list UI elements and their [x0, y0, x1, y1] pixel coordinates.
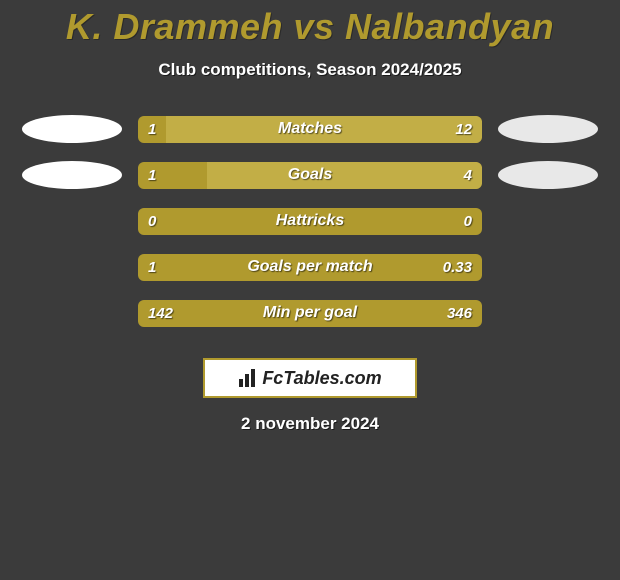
- bars-icon: [238, 369, 258, 387]
- right-oval-slot: [488, 115, 608, 143]
- stat-right-value: 0: [464, 208, 472, 235]
- stat-label: Goals: [138, 162, 482, 189]
- stat-label: Hattricks: [138, 208, 482, 235]
- brand-badge[interactable]: FcTables.com: [203, 358, 417, 398]
- subtitle: Club competitions, Season 2024/2025: [0, 60, 620, 80]
- stat-row: 0Hattricks0: [0, 198, 620, 244]
- stat-bar: 0Hattricks0: [138, 208, 482, 235]
- stat-row: 1Goals4: [0, 152, 620, 198]
- stat-bar: 1Goals4: [138, 162, 482, 189]
- stat-label: Min per goal: [138, 300, 482, 327]
- comparison-card: K. Drammeh vs Nalbandyan Club competitio…: [0, 0, 620, 580]
- right-oval-slot: [488, 161, 608, 189]
- date-label: 2 november 2024: [0, 414, 620, 434]
- stat-row: 1Goals per match0.33: [0, 244, 620, 290]
- stat-bar: 1Goals per match0.33: [138, 254, 482, 281]
- player2-oval-icon: [498, 161, 598, 189]
- stat-right-value: 12: [455, 116, 472, 143]
- stat-label: Goals per match: [138, 254, 482, 281]
- stat-bar: 142Min per goal346: [138, 300, 482, 327]
- stat-right-value: 0.33: [443, 254, 472, 281]
- player1-oval-icon: [22, 161, 122, 189]
- brand-label: FcTables.com: [262, 368, 381, 388]
- stats-table: 1Matches12 1Goals4 0Hattricks0 1Goals per m…: [0, 106, 620, 336]
- left-oval-slot: [12, 115, 132, 143]
- player1-oval-icon: [22, 115, 122, 143]
- stat-row: 1Matches12: [0, 106, 620, 152]
- stat-right-value: 4: [464, 162, 472, 189]
- left-oval-slot: [12, 161, 132, 189]
- page-title: K. Drammeh vs Nalbandyan: [0, 0, 620, 48]
- player2-oval-icon: [498, 115, 598, 143]
- stat-bar: 1Matches12: [138, 116, 482, 143]
- stat-right-value: 346: [447, 300, 472, 327]
- stat-label: Matches: [138, 116, 482, 143]
- stat-row: 142Min per goal346: [0, 290, 620, 336]
